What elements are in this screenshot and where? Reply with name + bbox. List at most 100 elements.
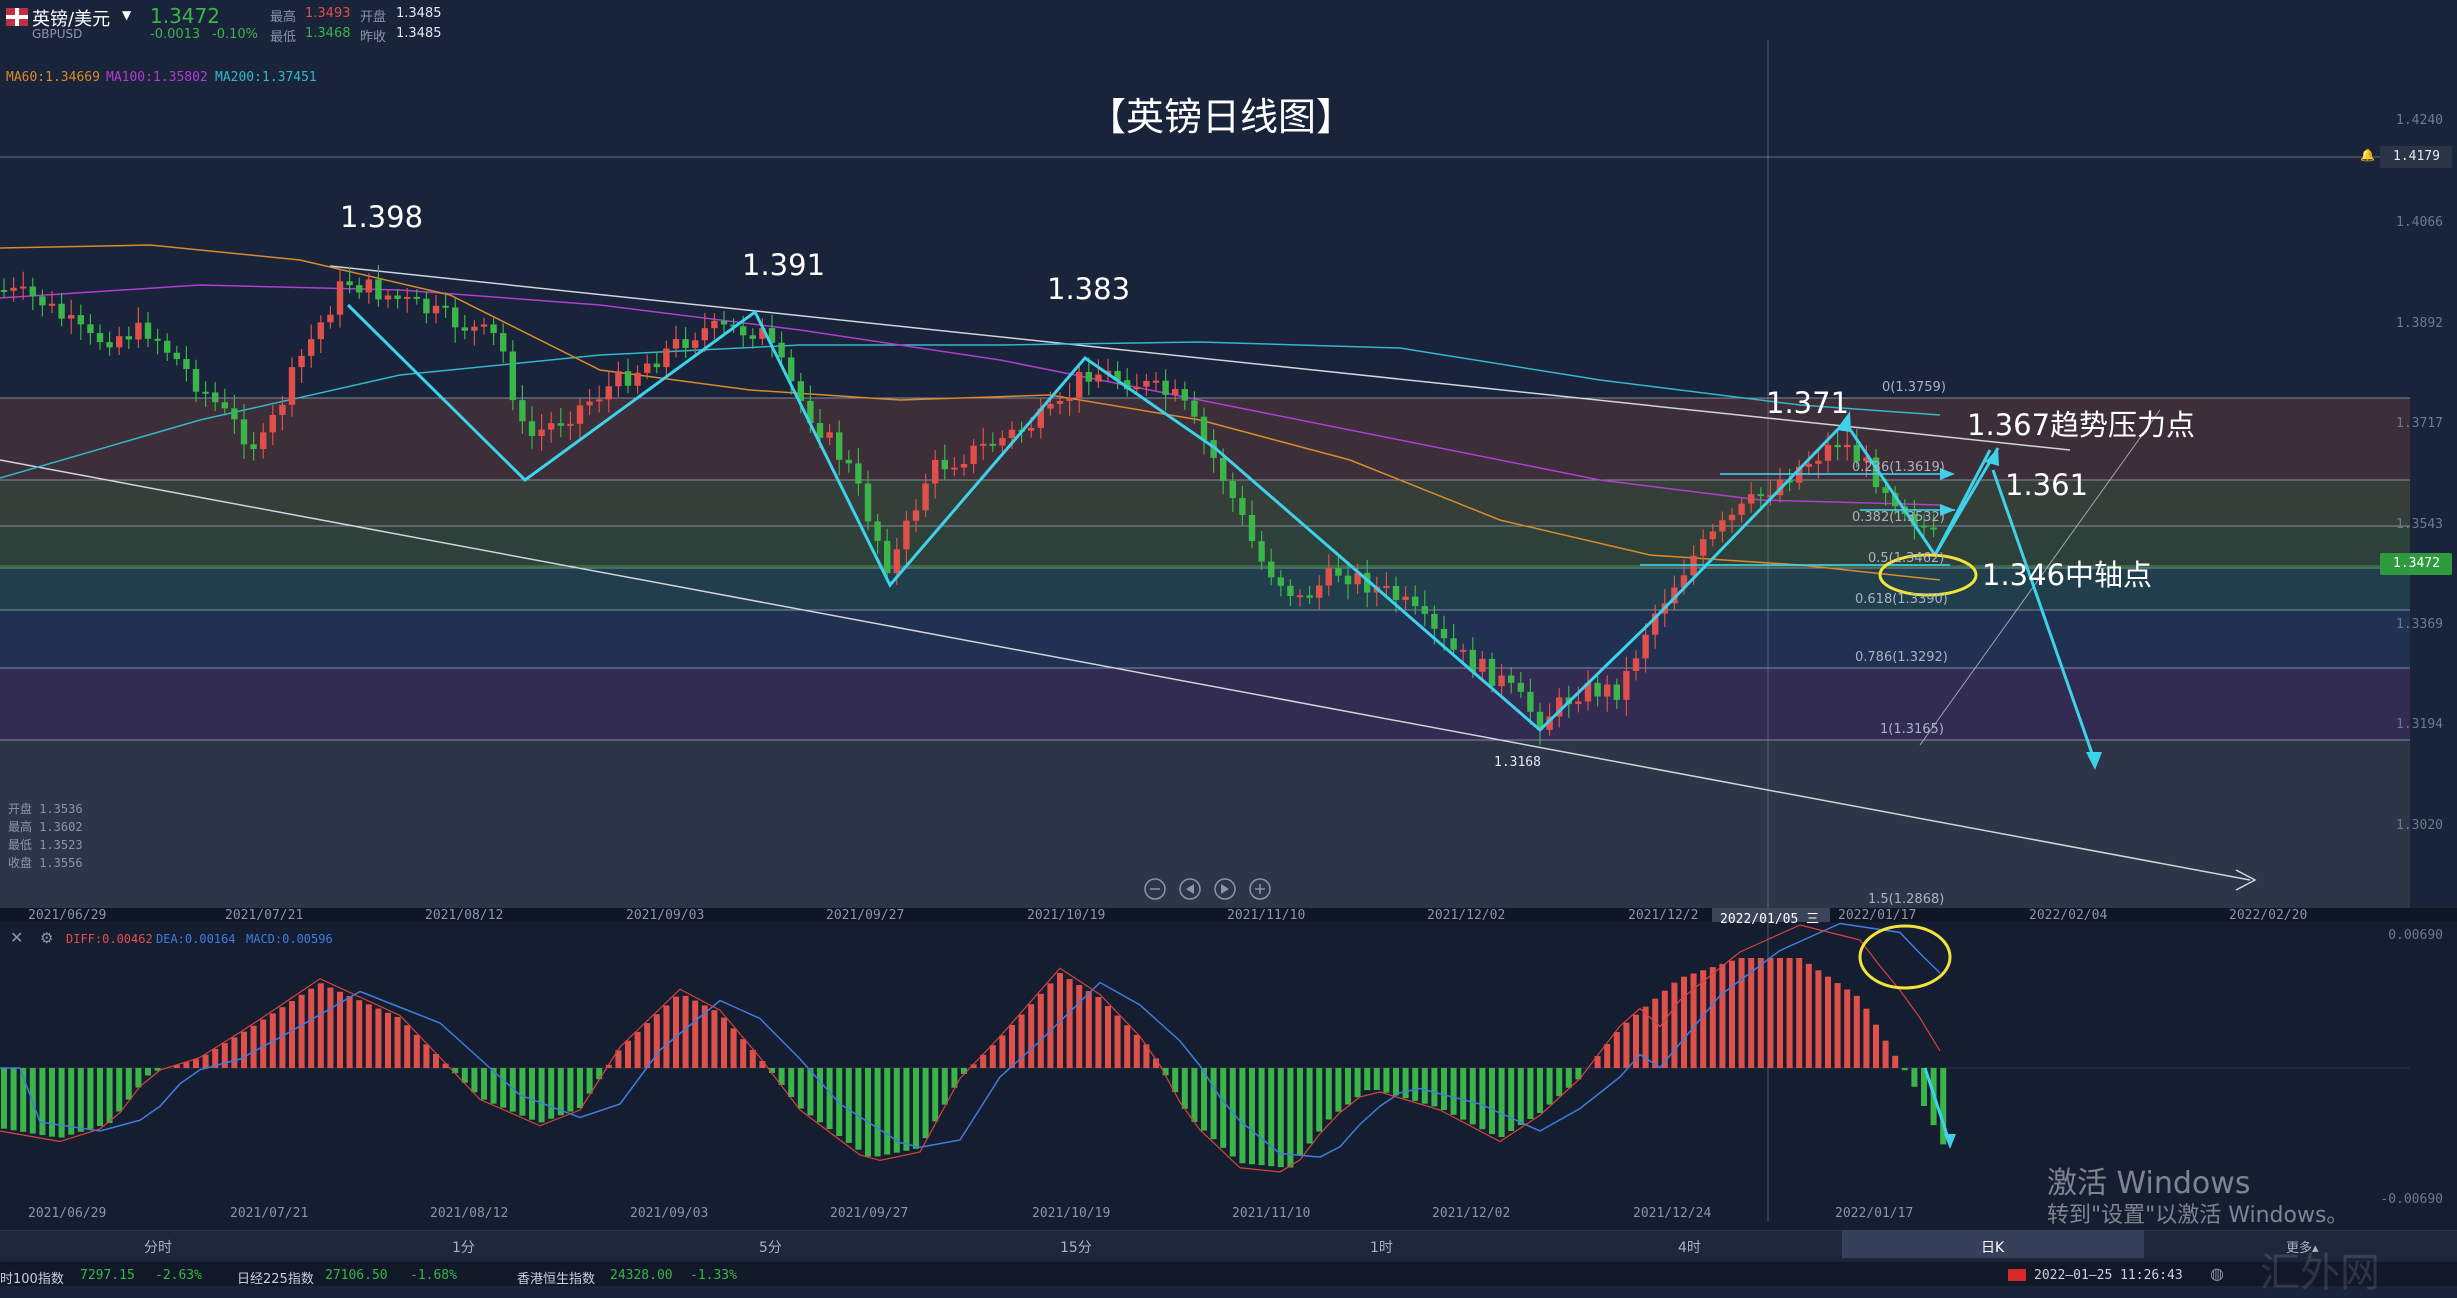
candle — [606, 386, 612, 399]
candle — [932, 460, 938, 484]
candle — [1642, 635, 1648, 659]
macd-bar — [1201, 1068, 1207, 1131]
macd-bar — [145, 1068, 151, 1076]
macd-bar — [107, 1068, 113, 1123]
candle — [337, 281, 343, 314]
candle — [174, 353, 180, 359]
tab-1min[interactable]: 1分 — [452, 1237, 475, 1257]
annotation-1361: 1.361 — [2005, 468, 2088, 502]
y-tick: 1.3543 — [2396, 517, 2443, 532]
macd-bar — [1844, 989, 1850, 1068]
prev-close-value: 1.3485 — [396, 26, 442, 41]
annotation-pivot: 1.346中轴点 — [1982, 552, 2152, 594]
tab-1hour[interactable]: 1时 — [1370, 1237, 1393, 1257]
macd-legend: MACD:0.00596 — [246, 932, 333, 946]
macd-bar — [932, 1068, 938, 1121]
macd-bar — [11, 1068, 17, 1130]
macd-bar — [577, 1068, 583, 1108]
volume-icon[interactable]: ◍ — [2210, 1264, 2224, 1283]
tab-5min[interactable]: 5分 — [759, 1237, 782, 1257]
macd-bar — [1355, 1068, 1361, 1097]
candle — [1220, 458, 1226, 481]
ticker-name[interactable]: 香港恒生指数 — [517, 1268, 595, 1287]
macd-bar — [1403, 1068, 1409, 1098]
candle — [1719, 520, 1725, 531]
annotation-1383: 1.383 — [1047, 272, 1130, 306]
ticker-name[interactable]: 时100指数 — [0, 1268, 64, 1287]
gear-icon[interactable]: ⚙ — [40, 929, 53, 947]
ticker-name[interactable]: 日经225指数 — [237, 1268, 314, 1287]
macd-x-tick: 2021/09/03 — [630, 1206, 708, 1221]
candle — [538, 430, 544, 436]
ticker-value: 24328.00 — [610, 1268, 673, 1283]
x-tick: 2021/09/03 — [626, 908, 704, 923]
macd-bar — [1460, 1068, 1466, 1120]
chevron-down-icon[interactable]: ▼ — [122, 8, 131, 22]
tab-4hour[interactable]: 4时 — [1678, 1237, 1701, 1257]
macd-bar — [1239, 1068, 1245, 1163]
candle — [615, 371, 621, 386]
macd-bar — [241, 1032, 247, 1068]
macd-bar — [1287, 1068, 1293, 1168]
candle — [1758, 494, 1764, 496]
candle — [106, 342, 112, 347]
candle — [298, 356, 304, 367]
annotation-1398: 1.398 — [340, 200, 423, 234]
candle — [750, 335, 756, 338]
macd-bar — [1335, 1068, 1341, 1112]
macd-bar — [1479, 1068, 1485, 1129]
candle — [1930, 528, 1936, 530]
candle — [58, 304, 64, 319]
tab-15min[interactable]: 15分 — [1060, 1237, 1092, 1257]
y-tick: 1.3717 — [2396, 416, 2443, 431]
tab-timeshare[interactable]: 分时 — [144, 1237, 172, 1257]
candle — [481, 324, 487, 326]
candle — [778, 343, 784, 358]
macd-bar — [817, 1068, 823, 1122]
candle — [1479, 659, 1485, 672]
candle — [865, 484, 871, 522]
macd-bar — [1566, 1068, 1572, 1088]
candle — [577, 405, 583, 423]
pair-code: GBPUSD — [32, 27, 82, 41]
macd-bar — [1220, 1068, 1226, 1148]
candle — [1383, 586, 1389, 588]
y-tick: 1.4240 — [2396, 113, 2443, 128]
macd-bar — [1297, 1068, 1303, 1156]
macd-bar — [1902, 1068, 1908, 1070]
candle — [366, 279, 372, 292]
macd-x-tick: 2021/11/10 — [1232, 1206, 1310, 1221]
macd-x-tick: 2021/09/27 — [830, 1206, 908, 1221]
candle — [922, 483, 928, 510]
macd-bar — [49, 1068, 55, 1137]
price-change: -0.0013 — [150, 27, 200, 42]
bell-icon[interactable]: 🔔 — [2360, 148, 2375, 162]
ohlc-high: 最高 1.3602 — [8, 818, 83, 835]
x-tick: 2022/02/04 — [2029, 908, 2107, 923]
candle — [1134, 387, 1140, 390]
current-price-tag: 1.3472 — [2393, 556, 2440, 571]
candle — [452, 307, 458, 327]
candle — [567, 424, 573, 426]
low-price-tag: 1.3168 — [1494, 755, 1541, 770]
fib-label-0: 0(1.3759) — [1882, 380, 1946, 395]
macd-bar — [1345, 1068, 1351, 1105]
macd-bar — [913, 1068, 919, 1149]
candle — [711, 321, 717, 328]
candle — [884, 541, 890, 573]
macd-bar — [1758, 958, 1764, 1068]
close-icon[interactable]: ✕ — [10, 928, 23, 947]
tab-daily[interactable]: 日K — [1981, 1237, 2004, 1257]
macd-bar — [807, 1068, 813, 1115]
macd-bar — [673, 997, 679, 1068]
macd-bar — [1191, 1068, 1197, 1122]
candle — [836, 432, 842, 459]
macd-bar — [1508, 1068, 1514, 1131]
macd-bar — [39, 1068, 45, 1135]
windows-watermark-sub: 转到"设置"以激活 Windows。 — [2047, 1197, 2348, 1229]
macd-bar — [1671, 983, 1677, 1068]
ticker-pct: -1.68% — [410, 1268, 457, 1283]
candle — [721, 321, 727, 325]
macd-bar — [289, 1001, 295, 1068]
candle — [1508, 676, 1514, 683]
